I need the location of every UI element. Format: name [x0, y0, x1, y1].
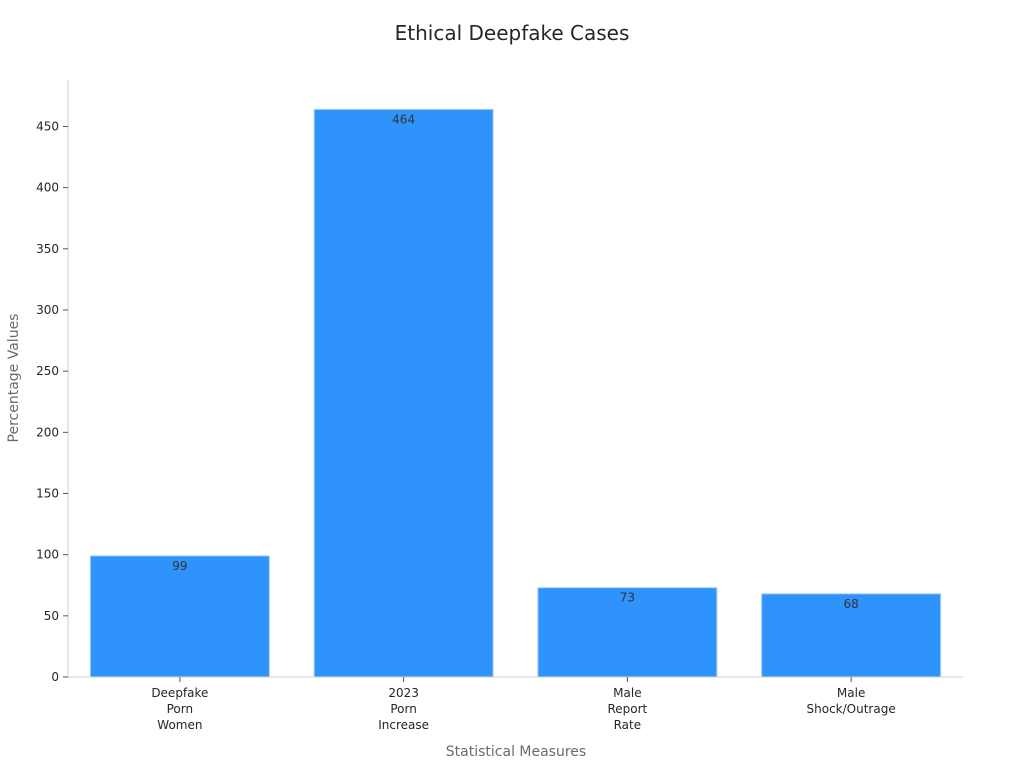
- x-tick-label: Male Report Rate: [607, 686, 647, 732]
- data-label: 73: [620, 591, 635, 605]
- x-tick-label-line: Rate: [614, 718, 642, 732]
- data-label: 99: [172, 559, 187, 573]
- y-tick-label: 200: [36, 425, 59, 439]
- x-tick-label-line: Porn: [390, 702, 416, 716]
- bars-group: [89, 108, 942, 678]
- chart-title: Ethical Deepfake Cases: [395, 21, 630, 45]
- x-tick-label: Deepfake Porn Women: [151, 686, 208, 732]
- x-axis-label: Statistical Measures: [446, 744, 586, 760]
- y-tick-label: 0: [51, 670, 59, 684]
- data-label: 68: [843, 597, 858, 611]
- x-axis: Deepfake Porn Women 2023 Porn Increase Male Rep…: [68, 676, 963, 732]
- x-tick-label-line: Report: [607, 702, 647, 716]
- bar: [537, 587, 718, 678]
- x-tick-label-line: Male: [613, 686, 641, 700]
- y-tick-label: 450: [36, 119, 59, 133]
- y-tick-label: 150: [36, 486, 59, 500]
- data-labels-group: 99 464 73 68: [172, 112, 859, 610]
- y-tick-label: 300: [36, 303, 59, 317]
- y-axis: 0 50 100 150 200 250 300 350 400 450: [36, 80, 69, 684]
- x-tick-label-line: Deepfake: [151, 686, 208, 700]
- y-axis-label: Percentage Values: [6, 314, 22, 443]
- x-tick-label-line: Male: [837, 686, 865, 700]
- y-tick-label: 50: [44, 609, 59, 623]
- x-tick-label-line: Increase: [378, 718, 429, 732]
- y-tick-label: 250: [36, 364, 59, 378]
- x-tick-label-line: 2023: [388, 686, 419, 700]
- y-tick-label: 400: [36, 181, 59, 195]
- x-tick-label-line: Women: [157, 718, 202, 732]
- y-tick-label: 100: [36, 548, 59, 562]
- data-label: 464: [392, 112, 415, 126]
- bar: [761, 593, 942, 678]
- y-tick-label: 350: [36, 242, 59, 256]
- x-tick-label-line: Porn: [167, 702, 193, 716]
- x-tick-label: Male Shock/Outrage: [807, 686, 896, 716]
- bar: [313, 108, 494, 678]
- x-tick-label: 2023 Porn Increase: [378, 686, 429, 732]
- x-tick-label-line: Shock/Outrage: [807, 702, 896, 716]
- bar: [89, 555, 270, 678]
